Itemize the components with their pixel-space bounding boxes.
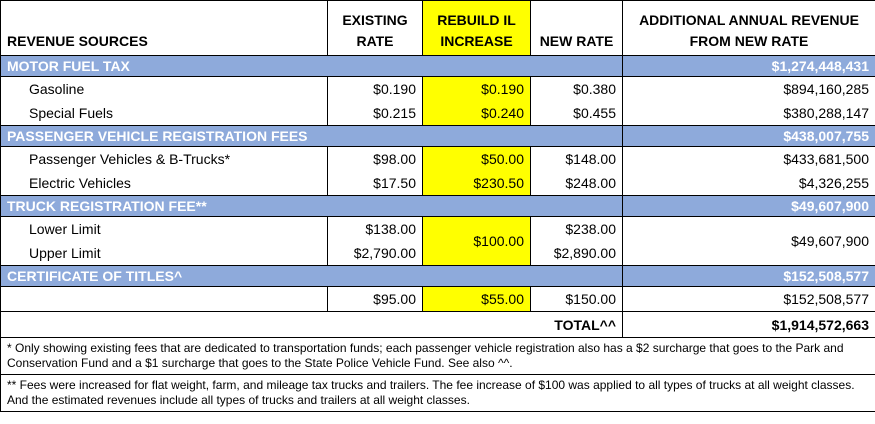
revenue: $380,288,147 bbox=[622, 101, 875, 126]
revenue: $894,160,285 bbox=[622, 76, 875, 101]
header-cell: ADDITIONAL ANNUAL REVENUE FROM NEW RATE bbox=[622, 0, 875, 56]
row-label: Gasoline bbox=[0, 76, 328, 101]
new-rate: $0.380 bbox=[530, 76, 623, 101]
increase: $230.50 bbox=[422, 171, 531, 196]
revenue: $4,326,255 bbox=[622, 171, 875, 196]
data-row: Gasoline $0.190 $0.190 $0.380 $894,160,285 bbox=[0, 76, 875, 101]
section-title: CERTIFICATE OF TITLES^ bbox=[0, 265, 623, 287]
existing-rate: $0.215 bbox=[327, 101, 423, 126]
new-rate: $150.00 bbox=[530, 286, 623, 312]
row-label bbox=[0, 286, 328, 312]
header-cell: REBUILD IL INCREASE bbox=[422, 0, 531, 56]
data-row: $95.00 $55.00 $150.00 $152,508,577 bbox=[0, 286, 875, 312]
revenue: $49,607,900 bbox=[622, 216, 875, 266]
existing-rate: $95.00 bbox=[327, 286, 423, 312]
section-row: PASSENGER VEHICLE REGISTRATION FEES $438,… bbox=[0, 125, 875, 147]
section-total: $49,607,900 bbox=[622, 195, 875, 217]
existing-rate: $2,790.00 bbox=[327, 241, 423, 266]
row-label: Passenger Vehicles & B-Trucks* bbox=[0, 146, 328, 171]
section-total: $438,007,755 bbox=[622, 125, 875, 147]
row-label: Electric Vehicles bbox=[0, 171, 328, 196]
section-total: $152,508,577 bbox=[622, 265, 875, 287]
new-rate: $0.455 bbox=[530, 101, 623, 126]
header-row: REVENUE SOURCES EXISTING RATE REBUILD IL… bbox=[0, 0, 875, 56]
existing-rate: $98.00 bbox=[327, 146, 423, 171]
revenue: $433,681,500 bbox=[622, 146, 875, 171]
section-row: MOTOR FUEL TAX $1,274,448,431 bbox=[0, 55, 875, 77]
total-row: TOTAL^^ $1,914,572,663 bbox=[0, 311, 875, 338]
new-rate: $248.00 bbox=[530, 171, 623, 196]
header-cell: REVENUE SOURCES bbox=[0, 0, 328, 56]
total-value: $1,914,572,663 bbox=[622, 311, 875, 338]
existing-rate: $0.190 bbox=[327, 76, 423, 101]
revenue: $152,508,577 bbox=[622, 286, 875, 312]
section-title: MOTOR FUEL TAX bbox=[0, 55, 623, 77]
increase: $50.00 bbox=[422, 146, 531, 171]
increase: $0.240 bbox=[422, 101, 531, 126]
new-rate: $148.00 bbox=[530, 146, 623, 171]
row-label: Lower Limit bbox=[0, 216, 328, 241]
section-row: CERTIFICATE OF TITLES^ $152,508,577 bbox=[0, 265, 875, 287]
total-label: TOTAL^^ bbox=[530, 311, 623, 338]
increase: $100.00 bbox=[422, 216, 531, 266]
data-row: Passenger Vehicles & B-Trucks* $98.00 $50.… bbox=[0, 146, 875, 171]
section-title: TRUCK REGISTRATION FEE** bbox=[0, 195, 623, 217]
data-row: Electric Vehicles $17.50 $230.50 $248.00 $4,… bbox=[0, 171, 875, 196]
increase: $0.190 bbox=[422, 76, 531, 101]
existing-rate: $17.50 bbox=[327, 171, 423, 196]
header-cell: NEW RATE bbox=[530, 0, 623, 56]
data-row: Lower Limit $138.00 $100.00 $238.00 $49,607,… bbox=[0, 216, 875, 266]
blank bbox=[0, 311, 531, 338]
data-row: Special Fuels $0.215 $0.240 $0.455 $380,288,… bbox=[0, 101, 875, 126]
revenue-table: REVENUE SOURCES EXISTING RATE REBUILD IL… bbox=[0, 0, 875, 412]
footnote-row: * Only showing existing fees that are de… bbox=[0, 337, 875, 375]
section-total: $1,274,448,431 bbox=[622, 55, 875, 77]
new-rate: $2,890.00 bbox=[530, 241, 623, 266]
increase: $55.00 bbox=[422, 286, 531, 312]
header-cell: EXISTING RATE bbox=[327, 0, 423, 56]
existing-rate: $138.00 bbox=[327, 216, 423, 241]
new-rate: $238.00 bbox=[530, 216, 623, 241]
row-label: Special Fuels bbox=[0, 101, 328, 126]
section-title: PASSENGER VEHICLE REGISTRATION FEES bbox=[0, 125, 623, 147]
footnote: ** Fees were increased for flat weight, … bbox=[0, 374, 875, 412]
footnote: * Only showing existing fees that are de… bbox=[0, 337, 875, 375]
footnote-row: ** Fees were increased for flat weight, … bbox=[0, 374, 875, 412]
section-row: TRUCK REGISTRATION FEE** $49,607,900 bbox=[0, 195, 875, 217]
row-label: Upper Limit bbox=[0, 241, 328, 266]
data-row: Upper Limit $2,790.00 $2,890.00 bbox=[0, 241, 875, 266]
